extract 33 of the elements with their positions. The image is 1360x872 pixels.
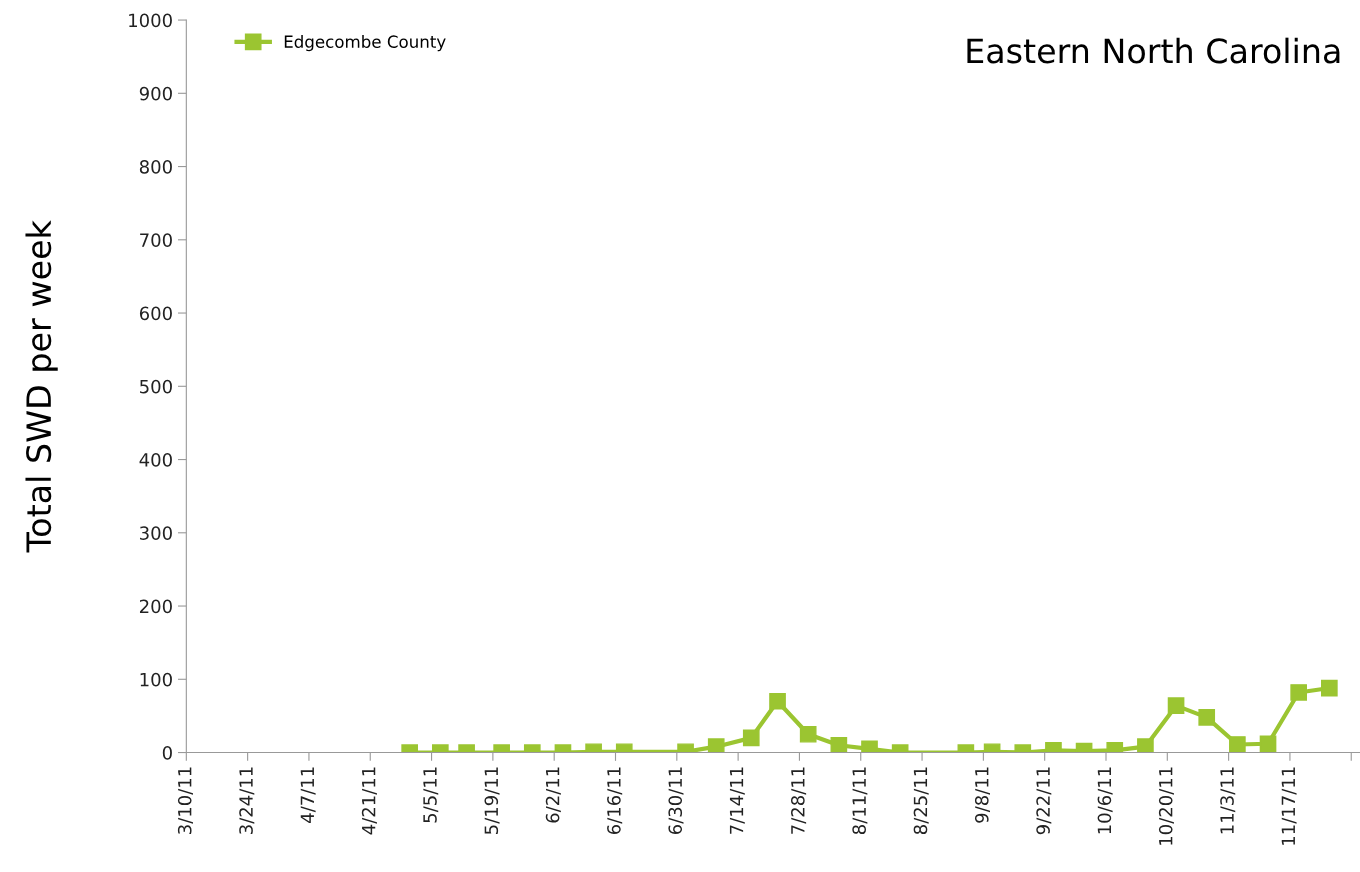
chart-title: Eastern North Carolina: [967, 37, 1340, 64]
x-tick-label: 6/16/11: [607, 767, 623, 835]
x-tick-label: 5/5/11: [423, 767, 439, 823]
x-tick-label: 11/3/11: [1220, 767, 1236, 834]
x-tick-label: 11/17/11: [1281, 767, 1297, 845]
x-tick-label: 9/22/11: [1036, 767, 1052, 835]
x-tick-label: 4/7/11: [300, 767, 316, 823]
x-tick-label: 4/21/11: [361, 767, 377, 835]
y-tick-label: 600: [139, 306, 172, 321]
y-tick-label: 200: [139, 599, 172, 614]
x-tick-label: 10/20/11: [1158, 767, 1174, 845]
x-tick-label: 9/8/11: [974, 767, 991, 823]
y-tick-label: 900: [139, 86, 172, 101]
y-tick-label: 800: [139, 160, 172, 174]
x-tick-label: 3/10/11: [177, 767, 193, 834]
y-tick-label: 1000: [129, 13, 172, 28]
y-tick-label: 100: [140, 672, 172, 687]
y-axis-title: Total SWD per week: [25, 220, 58, 553]
x-tick-label: 8/11/11: [852, 767, 868, 835]
y-tick-label: 300: [140, 526, 172, 540]
x-tick-label: 3/24/11: [239, 767, 255, 834]
x-tick-label: 7/14/11: [729, 767, 745, 834]
x-tick-label: 6/2/11: [545, 767, 561, 823]
y-tick-label: 500: [140, 379, 172, 394]
y-tick-label: 400: [139, 453, 172, 467]
x-tick-label: 5/19/11: [484, 767, 500, 834]
x-tick-label: 7/28/11: [791, 767, 807, 834]
x-tick-label: 6/30/11: [668, 767, 684, 835]
x-tick-label: 10/6/11: [1097, 767, 1113, 834]
legend-label: Edgecombe County: [284, 35, 446, 52]
y-tick-label: 0: [162, 746, 172, 760]
y-tick-label: 700: [140, 233, 172, 247]
x-tick-label: 8/25/11: [913, 767, 929, 835]
